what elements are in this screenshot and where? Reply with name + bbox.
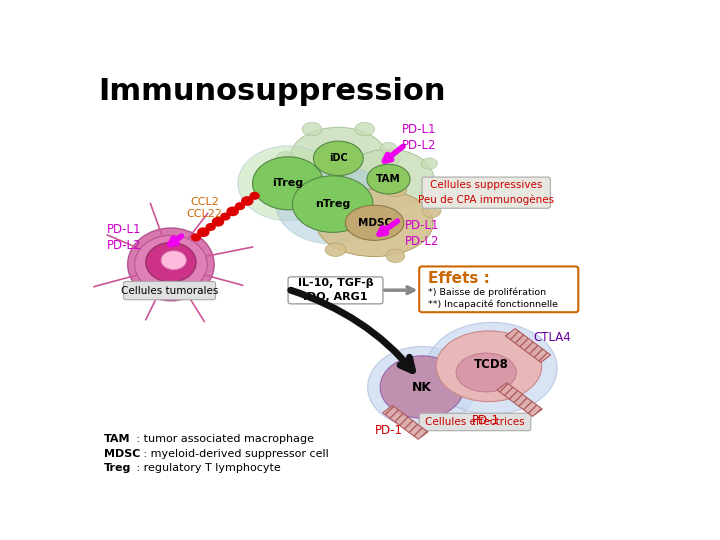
Text: TAM: TAM [376, 174, 401, 184]
Text: PD-L1
PD-L2: PD-L1 PD-L2 [405, 219, 440, 248]
Ellipse shape [289, 127, 387, 190]
Ellipse shape [292, 176, 373, 232]
Ellipse shape [302, 181, 322, 194]
Ellipse shape [456, 353, 516, 392]
Ellipse shape [421, 158, 438, 169]
Text: : regulatory T lymphocyte: : regulatory T lymphocyte [133, 463, 281, 473]
Ellipse shape [436, 331, 541, 402]
Ellipse shape [380, 143, 397, 153]
Ellipse shape [380, 356, 464, 418]
Ellipse shape [422, 204, 441, 218]
Ellipse shape [368, 347, 477, 428]
Ellipse shape [380, 205, 397, 216]
Ellipse shape [340, 158, 356, 169]
FancyBboxPatch shape [422, 177, 550, 208]
Ellipse shape [355, 123, 374, 136]
Text: PD-L1
PD-L2: PD-L1 PD-L2 [402, 123, 436, 152]
Text: Cellules tumorales: Cellules tumorales [121, 286, 218, 295]
Text: MDSC: MDSC [358, 218, 392, 228]
Circle shape [212, 218, 224, 226]
Text: CCL2
CCL22: CCL2 CCL22 [186, 197, 222, 219]
Circle shape [227, 207, 238, 215]
Ellipse shape [302, 123, 322, 136]
Ellipse shape [276, 164, 390, 244]
FancyBboxPatch shape [497, 383, 542, 416]
Text: Cellules suppressives
Peu de CPA immunogènes: Cellules suppressives Peu de CPA immunog… [418, 180, 554, 205]
Text: *) Baisse de prolifération
**) Incapacité fonctionnelle: *) Baisse de prolifération **) Incapacit… [428, 287, 557, 309]
FancyBboxPatch shape [382, 406, 428, 440]
FancyBboxPatch shape [505, 328, 551, 362]
Ellipse shape [386, 249, 405, 262]
Circle shape [221, 213, 230, 220]
Circle shape [235, 203, 244, 210]
Circle shape [250, 192, 259, 199]
Text: iDC: iDC [329, 153, 348, 164]
Ellipse shape [313, 141, 363, 176]
FancyBboxPatch shape [419, 266, 578, 312]
Text: Treg: Treg [104, 463, 131, 473]
Text: IL-10, TGF-β
IDO, ARG1: IL-10, TGF-β IDO, ARG1 [297, 279, 374, 302]
Circle shape [242, 197, 253, 205]
Ellipse shape [355, 181, 374, 194]
Ellipse shape [384, 183, 407, 197]
Text: Effets :: Effets : [428, 272, 490, 286]
Text: PD-L1
PD-L2: PD-L1 PD-L2 [107, 223, 141, 252]
Text: PD-1: PD-1 [472, 414, 500, 427]
Text: Immunosuppression: Immunosuppression [99, 77, 446, 106]
Text: CTLA4: CTLA4 [534, 330, 572, 343]
Ellipse shape [276, 152, 295, 165]
Text: TAM: TAM [104, 434, 130, 444]
Text: nTreg: nTreg [315, 199, 351, 209]
Text: Cellules effectrices: Cellules effectrices [426, 417, 525, 427]
Ellipse shape [421, 189, 438, 200]
Ellipse shape [314, 199, 330, 212]
FancyBboxPatch shape [419, 413, 531, 431]
Ellipse shape [135, 235, 207, 294]
Ellipse shape [253, 157, 324, 210]
Ellipse shape [382, 152, 401, 165]
Ellipse shape [426, 322, 557, 414]
Text: : myeloid-derived suppressor cell: : myeloid-derived suppressor cell [140, 449, 329, 458]
Circle shape [198, 228, 209, 237]
Ellipse shape [340, 189, 356, 200]
Ellipse shape [145, 242, 196, 282]
Ellipse shape [238, 146, 338, 221]
Ellipse shape [316, 189, 433, 256]
Text: iTreg: iTreg [273, 178, 304, 188]
Ellipse shape [367, 164, 410, 194]
Circle shape [206, 224, 215, 230]
Text: TCD8: TCD8 [474, 357, 509, 370]
Circle shape [192, 234, 200, 241]
Ellipse shape [325, 243, 346, 256]
FancyBboxPatch shape [288, 277, 383, 304]
Text: NK: NK [412, 381, 432, 394]
Ellipse shape [346, 205, 404, 240]
Ellipse shape [127, 228, 214, 301]
Text: MDSC: MDSC [104, 449, 140, 458]
FancyBboxPatch shape [124, 281, 215, 300]
Text: : tumor associated macrophage: : tumor associated macrophage [133, 434, 314, 444]
Ellipse shape [343, 149, 434, 209]
Text: PD-1: PD-1 [374, 424, 402, 437]
Ellipse shape [161, 251, 186, 269]
